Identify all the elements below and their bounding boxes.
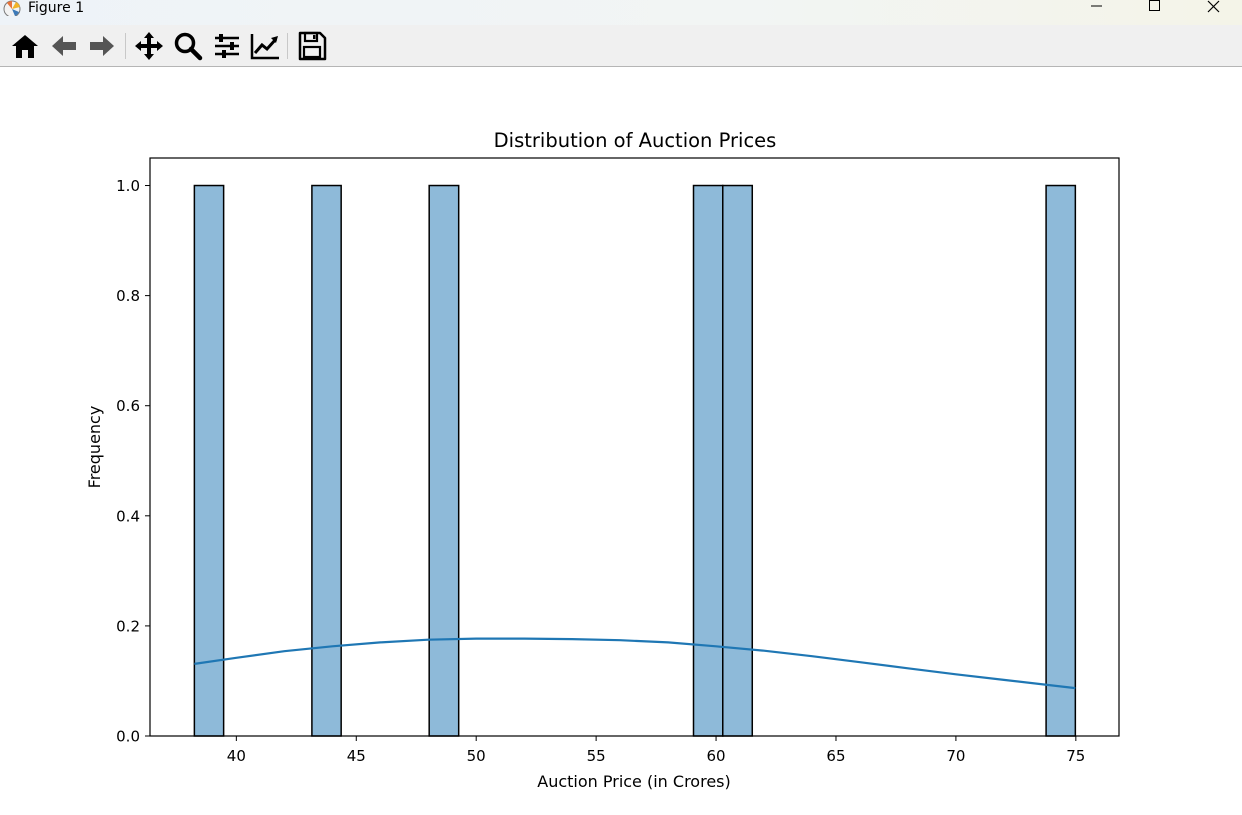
histogram-bar-3	[428, 184, 460, 737]
x-tick-label: 45	[347, 747, 366, 765]
y-tick-label: 0.6	[116, 397, 140, 415]
y-axis-label: Frequency	[85, 406, 104, 489]
histogram-bar-1	[193, 184, 225, 737]
toolbar-separator	[125, 33, 126, 59]
toolbar-separator	[287, 33, 288, 59]
back-arrow-icon[interactable]	[48, 30, 80, 62]
maximize-icon[interactable]	[1131, 0, 1177, 14]
zoom-magnifier-icon[interactable]	[172, 30, 204, 62]
chart-title: Distribution of Auction Prices	[494, 129, 777, 152]
x-tick-label: 50	[467, 747, 486, 765]
forward-arrow-icon[interactable]	[86, 30, 118, 62]
y-tick-label: 0.0	[116, 728, 140, 746]
histogram-chart: Distribution of Auction Prices 40 45 50 55 6…	[85, 129, 1120, 791]
kde-curve	[194, 637, 1076, 690]
matplotlib-app-icon	[3, 0, 21, 16]
home-icon[interactable]	[9, 30, 41, 62]
pan-move-icon[interactable]	[133, 30, 165, 62]
save-figure-icon[interactable]	[296, 30, 328, 62]
x-axis-label: Auction Price (in Crores)	[537, 772, 730, 791]
configure-subplots-icon[interactable]	[211, 30, 243, 62]
x-tick-label: 60	[707, 747, 726, 765]
x-tick-label: 55	[587, 747, 606, 765]
minimize-icon[interactable]	[1073, 0, 1119, 14]
x-tick-label: 70	[946, 747, 965, 765]
histogram-bar-6	[1045, 184, 1077, 737]
y-tick-label: 0.4	[116, 507, 140, 525]
histogram-bar-2	[311, 184, 342, 737]
edit-axis-icon[interactable]	[249, 30, 281, 62]
window-titlebar: Figure 1	[0, 0, 1242, 25]
y-tick-label: 0.8	[116, 287, 140, 305]
axes-frame	[149, 157, 1120, 737]
y-tick-label: 1.0	[116, 177, 140, 195]
window-title: Figure 1	[28, 0, 85, 16]
y-tick-label: 0.2	[116, 617, 140, 635]
close-icon[interactable]	[1190, 0, 1236, 14]
x-tick-label: 75	[1066, 747, 1085, 765]
x-tick-label: 65	[826, 747, 845, 765]
histogram-bar-5	[722, 184, 754, 737]
navigation-toolbar	[0, 25, 1242, 67]
histogram-bar-4	[692, 184, 724, 737]
x-tick-label: 40	[227, 747, 246, 765]
